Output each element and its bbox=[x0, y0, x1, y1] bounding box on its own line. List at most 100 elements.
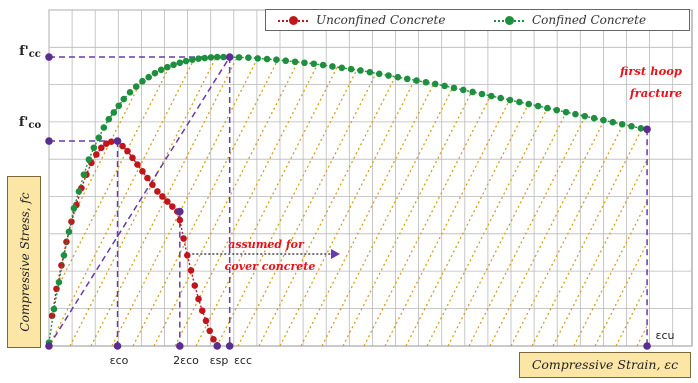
x-tick-label-2eco: 2εco bbox=[173, 354, 199, 367]
data-point-confined bbox=[263, 55, 271, 63]
data-point-unconfined bbox=[206, 327, 214, 335]
data-point-confined bbox=[422, 78, 430, 86]
axis-marker-dot bbox=[643, 342, 651, 350]
data-point-confined bbox=[115, 102, 123, 110]
data-point-confined bbox=[525, 100, 533, 108]
data-point-confined bbox=[450, 84, 458, 92]
data-point-unconfined bbox=[93, 151, 100, 158]
data-point-confined bbox=[488, 92, 495, 100]
data-point-confined bbox=[394, 73, 402, 81]
axis-marker-dot bbox=[213, 342, 222, 350]
data-point-confined bbox=[90, 144, 98, 152]
axis-marker-dot bbox=[113, 137, 122, 145]
data-point-confined bbox=[319, 61, 327, 69]
legend-item-unconfined: Unconfined Concrete bbox=[272, 10, 472, 30]
data-point-confined bbox=[60, 251, 68, 259]
data-point-confined bbox=[245, 54, 252, 62]
data-point-confined bbox=[157, 66, 165, 74]
legend-marker-unconfined bbox=[289, 16, 298, 25]
data-point-confined bbox=[110, 109, 118, 116]
data-point-confined bbox=[628, 122, 635, 130]
grid bbox=[48, 9, 692, 347]
data-point-unconfined bbox=[149, 181, 156, 189]
data-point-confined bbox=[459, 86, 467, 94]
annotation-assumed-for: assumed for bbox=[228, 238, 305, 251]
data-point-confined bbox=[301, 59, 308, 67]
legend-label-confined: Confined Concrete bbox=[532, 13, 647, 27]
axis-marker-dot bbox=[225, 342, 234, 350]
data-point-confined bbox=[182, 57, 190, 65]
data-point-confined bbox=[120, 95, 128, 103]
y-axis-label-box: Compressive Stress, fc bbox=[7, 176, 41, 348]
x-axis-label: Compressive Strain, εc bbox=[531, 357, 679, 372]
axis-marker-dot bbox=[643, 125, 651, 134]
data-point-confined bbox=[403, 75, 411, 83]
legend-label-unconfined: Unconfined Concrete bbox=[316, 13, 446, 27]
data-point-confined bbox=[139, 77, 146, 85]
data-point-confined bbox=[516, 98, 523, 106]
data-point-confined bbox=[375, 70, 383, 78]
axis-marker-dot bbox=[45, 137, 53, 145]
data-point-confined bbox=[65, 228, 73, 236]
data-point-unconfined bbox=[124, 147, 131, 155]
legend-item-confined: Confined Concrete bbox=[488, 10, 688, 30]
data-point-confined bbox=[55, 278, 63, 286]
x-tick-label-ecu: εcu bbox=[656, 329, 675, 342]
axis-marker-dot bbox=[45, 342, 53, 350]
data-point-unconfined bbox=[159, 193, 166, 200]
data-point-unconfined bbox=[169, 203, 176, 210]
data-point-confined bbox=[291, 58, 299, 66]
data-point-unconfined bbox=[176, 216, 184, 224]
axis-marker-dot bbox=[45, 53, 53, 61]
data-point-confined bbox=[80, 171, 88, 178]
y-axis-label: Compressive Stress, fc bbox=[18, 192, 32, 332]
data-point-confined bbox=[338, 64, 346, 72]
guide-lines bbox=[48, 56, 648, 347]
data-point-unconfined bbox=[187, 267, 195, 274]
x-tick-label-esp: εsp bbox=[210, 354, 229, 367]
data-point-unconfined bbox=[202, 317, 210, 325]
data-point-confined bbox=[164, 63, 171, 71]
axis-marker-dot bbox=[225, 53, 234, 61]
data-point-confined bbox=[413, 77, 420, 84]
cover-concrete-arrowhead bbox=[331, 249, 340, 259]
y-tick-label-fco: f'co bbox=[19, 115, 42, 131]
data-point-unconfined bbox=[164, 198, 171, 205]
data-point-unconfined bbox=[58, 262, 65, 269]
data-point-confined bbox=[469, 88, 476, 96]
data-point-unconfined bbox=[63, 238, 70, 246]
data-point-confined bbox=[220, 53, 227, 61]
data-point-unconfined bbox=[103, 140, 110, 148]
data-point-unconfined bbox=[134, 161, 141, 168]
data-point-confined bbox=[572, 110, 579, 118]
data-point-confined bbox=[132, 83, 140, 90]
data-point-confined bbox=[70, 204, 78, 212]
data-point-confined bbox=[329, 63, 336, 70]
data-point-unconfined bbox=[129, 154, 136, 162]
data-point-confined bbox=[600, 116, 607, 124]
data-point-unconfined bbox=[210, 335, 217, 343]
data-point-confined bbox=[637, 124, 645, 132]
data-point-confined bbox=[95, 134, 103, 141]
annotation-fracture: fracture bbox=[629, 86, 683, 100]
x-tick-label-ecc: εcc bbox=[234, 354, 252, 367]
data-point-confined bbox=[385, 72, 392, 79]
data-point-unconfined bbox=[191, 282, 199, 289]
annotation-first-hoop: first hoop bbox=[619, 64, 682, 78]
data-point-confined bbox=[553, 106, 561, 114]
data-point-unconfined bbox=[154, 188, 161, 195]
axis-marker-dot bbox=[176, 342, 184, 350]
data-point-confined bbox=[618, 120, 626, 128]
data-point-unconfined bbox=[198, 307, 206, 315]
data-point-confined bbox=[213, 53, 221, 61]
data-point-confined bbox=[544, 104, 551, 112]
x-axis-label-box: Compressive Strain, εc bbox=[519, 352, 691, 378]
data-point-confined bbox=[235, 54, 243, 61]
plot-area bbox=[48, 9, 693, 347]
data-point-confined bbox=[75, 188, 83, 195]
data-point-confined bbox=[357, 67, 364, 74]
data-point-confined bbox=[366, 68, 374, 76]
data-point-confined bbox=[195, 55, 202, 63]
data-point-confined bbox=[590, 114, 598, 122]
